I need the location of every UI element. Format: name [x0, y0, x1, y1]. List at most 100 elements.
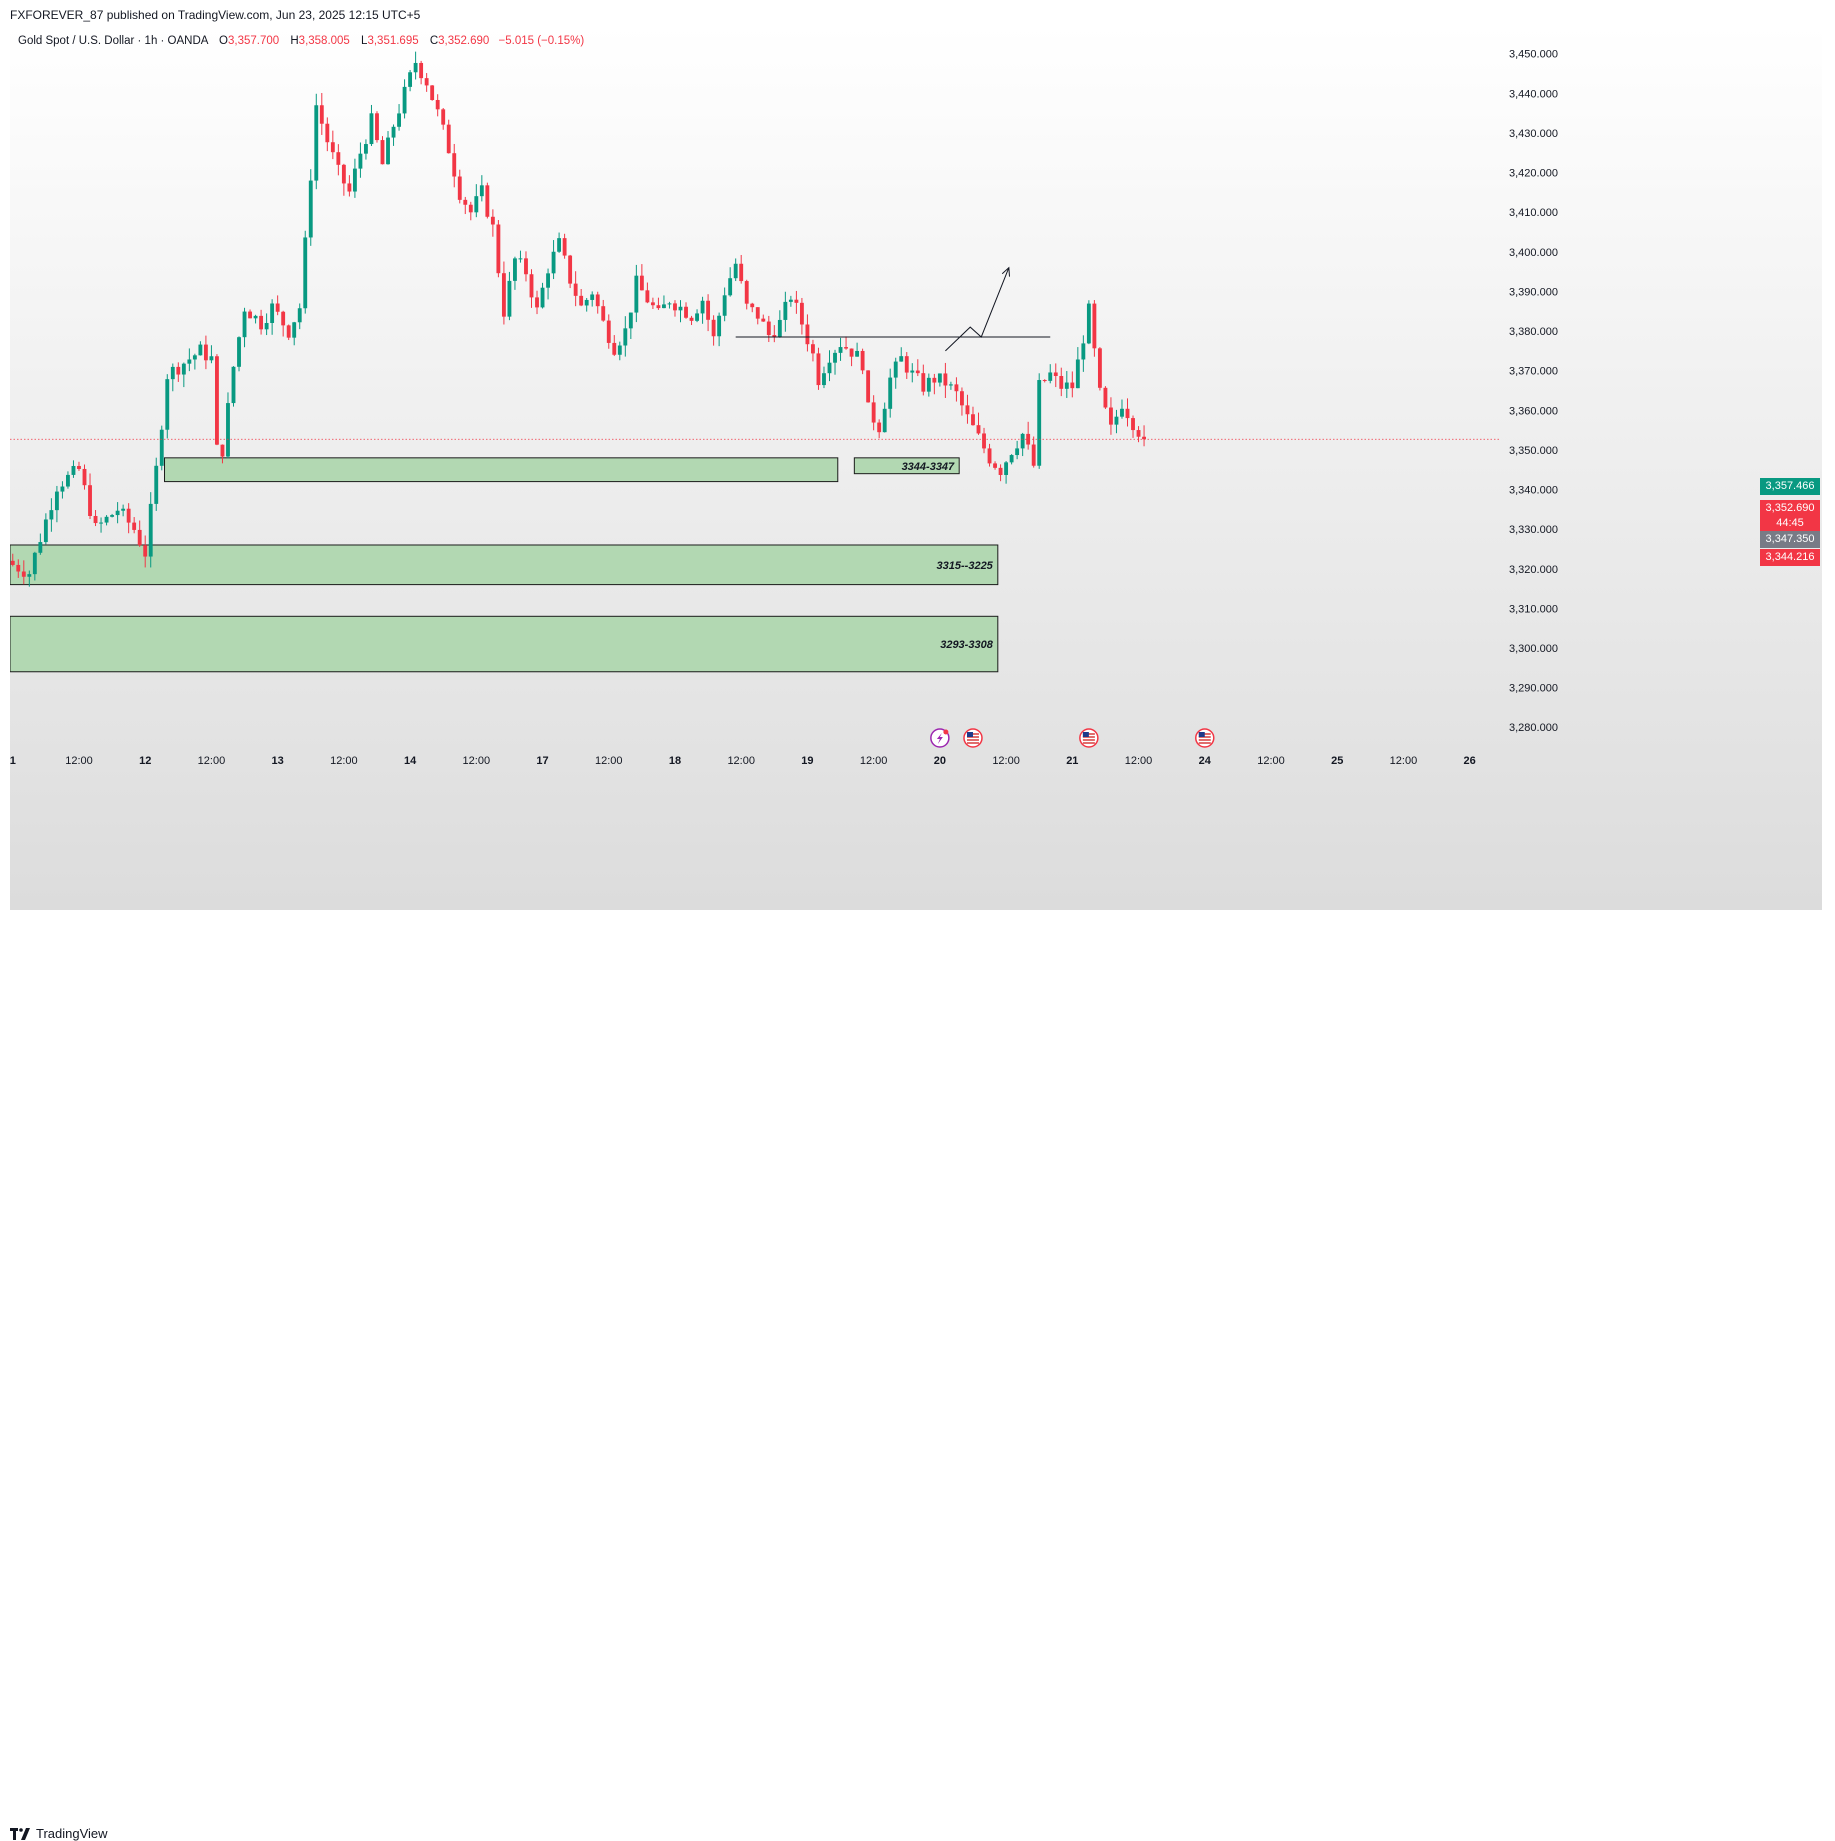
candle-body [595, 294, 600, 307]
candle-body [126, 508, 131, 523]
candle-body [617, 345, 622, 355]
candle-body [352, 168, 357, 192]
x-tick-label: 12:00 [1390, 755, 1418, 767]
candle-body [419, 62, 424, 79]
x-tick-label: 12:00 [727, 755, 755, 767]
x-tick-label: 14 [404, 755, 417, 767]
candle-body [833, 352, 837, 363]
flag-canton [1198, 732, 1205, 737]
candle-body [1026, 433, 1031, 445]
candle-body [772, 335, 777, 337]
candle-body [860, 350, 865, 371]
candle-body [590, 294, 595, 300]
legend-symbol: Gold Spot / U.S. Dollar · 1h · OANDA [18, 35, 208, 47]
candle-body [303, 237, 308, 309]
candle-body [286, 325, 291, 338]
candle-body [645, 290, 650, 303]
candle-body [1142, 436, 1146, 440]
candle-body [441, 109, 446, 125]
candle-body [1064, 382, 1069, 389]
chart-area[interactable]: 3344-3347 3315--3225 3293-3308 3,280.000 3,2… [10, 26, 1822, 910]
candle-body [838, 347, 843, 353]
candle-body [21, 571, 26, 577]
candle-body [1081, 343, 1086, 360]
candle-body [215, 356, 219, 445]
candle-body [551, 251, 556, 274]
candle-body [711, 319, 716, 337]
legend-open-value: 3,357.700 [227, 35, 280, 47]
us-flag-icon [1079, 728, 1099, 748]
candle-body [165, 379, 170, 430]
candle-body [143, 545, 148, 557]
zone-label-3: 3315--3225 [937, 560, 994, 572]
candle-body [413, 62, 418, 73]
candle-body [1086, 303, 1091, 344]
red-price-tag-text: 3,344.216 [1765, 551, 1815, 563]
grey-price-tag: 3,347.350 [1760, 531, 1820, 548]
x-tick-label: 12:00 [463, 755, 491, 767]
candle-body [623, 328, 628, 346]
candle-body [888, 377, 893, 409]
footer: TradingView [0, 910, 1835, 1841]
candle-body [601, 306, 606, 321]
demand-zone-2 [853, 457, 960, 475]
candle-body [739, 263, 744, 282]
candle-body [369, 113, 374, 145]
candle-body [137, 529, 142, 546]
candle-body [501, 273, 506, 317]
candle-body [606, 320, 611, 343]
x-tick-label: 12:00 [595, 755, 623, 767]
candle-body [524, 258, 528, 275]
candle-body [1048, 372, 1053, 381]
x-tick-label: 12:00 [1125, 755, 1153, 767]
legend-low-value: 3,351.695 [367, 35, 419, 47]
x-tick-label: 21 [1066, 755, 1078, 767]
flag-canton [966, 732, 973, 737]
candle-body [49, 510, 54, 520]
x-tick-label: 19 [801, 755, 813, 767]
x-tick-label: 12:00 [65, 755, 93, 767]
y-tick-label: 3,280.000 [1509, 722, 1558, 734]
candle-body [159, 429, 164, 466]
candle-body [822, 373, 826, 386]
candle-body [568, 255, 573, 284]
candle-body [386, 137, 390, 165]
legend-low-label: L [361, 35, 368, 47]
y-tick-label: 3,390.000 [1509, 286, 1558, 298]
y-tick-label: 3,290.000 [1509, 683, 1558, 695]
legend-close-value: 3,352.690 [438, 35, 490, 47]
candle-body [766, 321, 771, 336]
candle-body [1136, 430, 1141, 437]
legend-high-label: H [290, 35, 299, 47]
x-tick-label: 1 [10, 755, 16, 767]
y-tick-label: 3,450.000 [1509, 49, 1558, 61]
y-tick-label: 3,440.000 [1509, 88, 1558, 100]
candle-body [187, 359, 192, 364]
x-tick-label: 25 [1331, 755, 1343, 767]
tradingview-logo[interactable]: TradingView [10, 1826, 108, 1841]
x-tick-label: 12:00 [330, 755, 358, 767]
x-tick-label: 17 [536, 755, 548, 767]
candle-body [932, 377, 937, 383]
candle-body [496, 224, 501, 274]
candle-body [788, 299, 793, 302]
candle-body [341, 164, 346, 184]
candlestick-chart[interactable]: 3344-3347 3315--3225 3293-3308 3,280.000 3,2… [10, 26, 1822, 910]
candle-body [915, 370, 920, 374]
candle-body [540, 287, 545, 308]
candle-body [1114, 416, 1119, 425]
candle-body [203, 344, 208, 361]
candle-body [639, 275, 644, 291]
candle-body [314, 105, 319, 181]
candle-body [474, 196, 479, 213]
candle-body [121, 508, 126, 511]
candle-body [457, 176, 462, 200]
candle-body [744, 281, 749, 304]
candle-body [209, 356, 214, 361]
candle-body [733, 263, 738, 279]
candle-body [777, 319, 782, 337]
candle-body [424, 78, 429, 86]
us-flag-icon [963, 728, 983, 748]
candle-body [871, 402, 876, 423]
candle-body [1103, 387, 1108, 408]
